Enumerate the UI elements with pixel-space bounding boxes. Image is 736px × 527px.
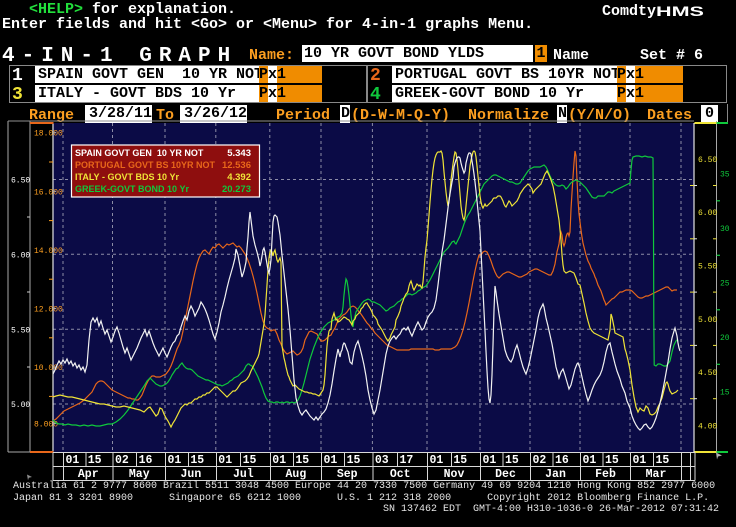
svg-text:01: 01 bbox=[218, 454, 232, 467]
svg-text:Oct: Oct bbox=[390, 468, 411, 481]
svg-text:30: 30 bbox=[720, 225, 730, 234]
svg-text:02: 02 bbox=[115, 454, 129, 467]
svg-text:5.343: 5.343 bbox=[227, 148, 251, 159]
svg-text:01: 01 bbox=[483, 454, 497, 467]
svg-text:GREEK-GOVT BOND 10 Yr: GREEK-GOVT BOND 10 Yr bbox=[75, 184, 190, 194]
svg-text:8.000: 8.000 bbox=[34, 421, 58, 430]
svg-text:Nov: Nov bbox=[444, 468, 465, 481]
svg-text:02: 02 bbox=[533, 454, 547, 467]
svg-text:5.50: 5.50 bbox=[11, 326, 30, 335]
svg-text:5.50: 5.50 bbox=[698, 263, 717, 272]
svg-text:17: 17 bbox=[399, 454, 413, 467]
svg-text:15: 15 bbox=[243, 454, 257, 467]
svg-text:15: 15 bbox=[505, 454, 519, 467]
svg-text:01: 01 bbox=[633, 454, 647, 467]
svg-text:15: 15 bbox=[295, 454, 309, 467]
svg-text:20: 20 bbox=[720, 334, 730, 343]
svg-text:15: 15 bbox=[88, 454, 102, 467]
svg-text:14.000: 14.000 bbox=[34, 247, 63, 256]
svg-text:15: 15 bbox=[655, 454, 669, 467]
svg-text:16: 16 bbox=[555, 454, 569, 467]
svg-text:15: 15 bbox=[190, 454, 204, 467]
svg-text:12.536: 12.536 bbox=[222, 160, 251, 171]
svg-text:Jun: Jun bbox=[181, 468, 202, 481]
svg-text:4.00: 4.00 bbox=[698, 422, 717, 431]
svg-text:16: 16 bbox=[139, 454, 153, 467]
svg-text:35: 35 bbox=[720, 171, 730, 180]
svg-text:May: May bbox=[129, 468, 150, 481]
svg-text:03: 03 bbox=[375, 454, 389, 467]
svg-text:01: 01 bbox=[168, 454, 182, 467]
svg-text:PORTUGAL GOVT BS 10YR NOT: PORTUGAL GOVT BS 10YR NOT bbox=[75, 160, 216, 170]
svg-text:20.273: 20.273 bbox=[222, 184, 251, 195]
svg-text:6.50: 6.50 bbox=[698, 156, 717, 165]
svg-text:Dec: Dec bbox=[495, 468, 516, 481]
svg-text:18.000: 18.000 bbox=[34, 130, 63, 139]
svg-text:5.00: 5.00 bbox=[698, 316, 717, 325]
svg-text:Feb: Feb bbox=[595, 468, 616, 481]
svg-text:15: 15 bbox=[605, 454, 619, 467]
svg-text:Jul: Jul bbox=[233, 468, 254, 481]
svg-text:6.00: 6.00 bbox=[11, 252, 30, 261]
svg-text:5.00: 5.00 bbox=[11, 401, 30, 410]
svg-text:15: 15 bbox=[347, 454, 361, 467]
svg-text:01: 01 bbox=[430, 454, 444, 467]
svg-text:10.000: 10.000 bbox=[34, 364, 63, 373]
svg-text:Sep: Sep bbox=[337, 468, 358, 481]
svg-text:16.000: 16.000 bbox=[34, 188, 63, 197]
svg-text:ITALY - GOVT BDS 10 Yr: ITALY - GOVT BDS 10 Yr bbox=[75, 172, 180, 182]
svg-text:15: 15 bbox=[453, 454, 467, 467]
svg-text:6.00: 6.00 bbox=[698, 209, 717, 218]
svg-text:Aug: Aug bbox=[286, 468, 307, 481]
svg-text:SPAIN GOVT GEN 10 YR NOT: SPAIN GOVT GEN 10 YR NOT bbox=[75, 148, 204, 158]
svg-text:Jan: Jan bbox=[545, 468, 566, 481]
svg-text:12.000: 12.000 bbox=[34, 306, 63, 315]
svg-text:01: 01 bbox=[272, 454, 286, 467]
svg-text:6.50: 6.50 bbox=[11, 177, 30, 186]
svg-text:01: 01 bbox=[324, 454, 338, 467]
svg-text:25: 25 bbox=[720, 280, 730, 289]
svg-text:4.50: 4.50 bbox=[698, 369, 717, 378]
svg-text:01: 01 bbox=[583, 454, 597, 467]
svg-text:Mar: Mar bbox=[646, 468, 667, 481]
svg-text:4.392: 4.392 bbox=[227, 172, 251, 183]
svg-text:01: 01 bbox=[66, 454, 80, 467]
svg-text:15: 15 bbox=[720, 389, 730, 398]
svg-text:Apr: Apr bbox=[78, 468, 99, 481]
